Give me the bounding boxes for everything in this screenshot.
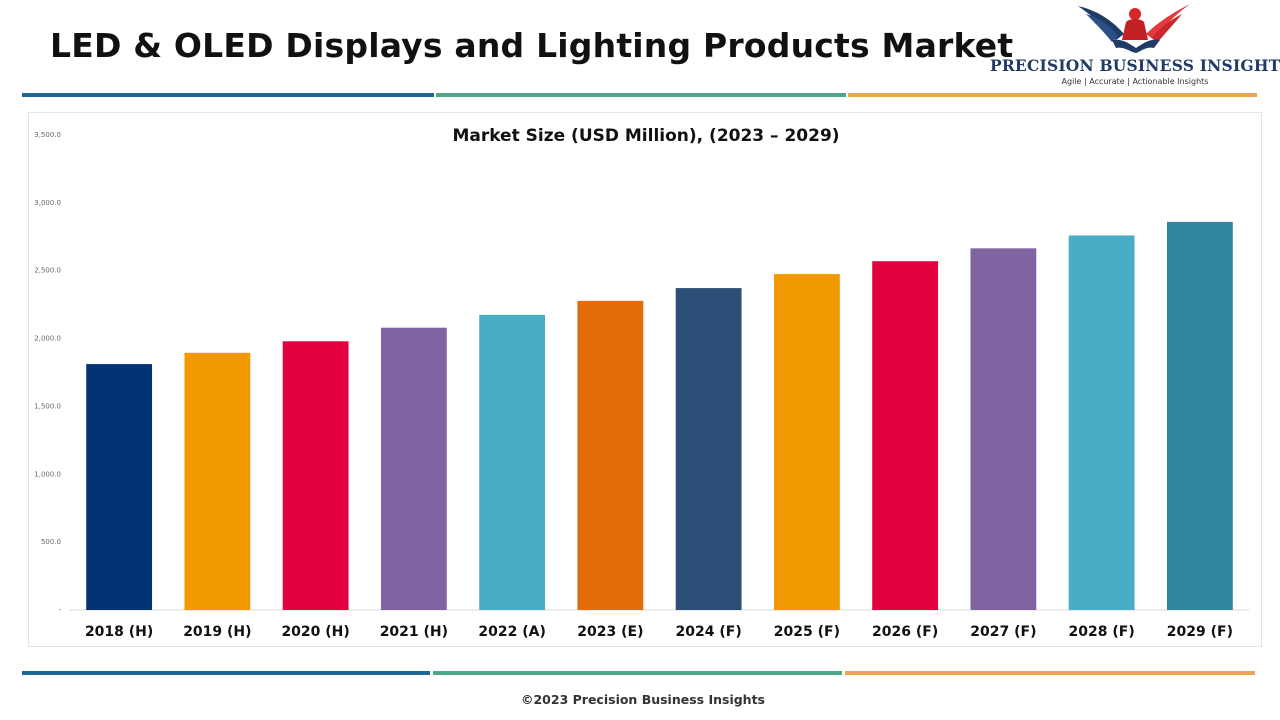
x-tick-label: 2019 (H) xyxy=(183,624,251,640)
y-tick-label: 500.0 xyxy=(41,538,61,546)
y-tick-label: - xyxy=(58,606,61,614)
bar-2023-e xyxy=(577,300,644,610)
y-axis-ticks: - 500.0 1,000.0 1,500.0 2,000.0 2,500.0 3,000.… xyxy=(34,131,61,614)
bar-2020-h xyxy=(282,341,349,610)
x-tick-label: 2023 (E) xyxy=(577,624,643,640)
bottom-stripe-orange xyxy=(845,671,1255,675)
x-tick-label: 2028 (F) xyxy=(1069,624,1135,640)
bar-2019-h xyxy=(184,352,251,610)
x-tick-label: 2029 (F) xyxy=(1167,624,1233,640)
page-title: LED & OLED Displays and Lighting Product… xyxy=(50,26,1014,65)
x-tick-label: 2020 (H) xyxy=(281,624,349,640)
x-tick-label: 2021 (H) xyxy=(380,624,448,640)
bar-2024-f xyxy=(675,288,742,610)
x-tick-label: 2022 (A) xyxy=(478,624,545,640)
footer-copyright: ©2023 Precision Business Insights xyxy=(520,692,765,707)
bar-chart: Market Size (USD Million), (2023 – 2029)… xyxy=(34,126,1249,640)
bar-2022-a xyxy=(479,314,546,610)
x-tick-label: 2025 (F) xyxy=(774,624,840,640)
top-stripe-green xyxy=(436,93,846,97)
y-tick-label: 2,000.0 xyxy=(34,335,61,343)
x-tick-label: 2027 (F) xyxy=(970,624,1036,640)
company-logo: PRECISION BUSINESS INSIGHTS Agile | Accu… xyxy=(990,0,1280,92)
bar-series xyxy=(86,221,1233,611)
top-stripe-orange xyxy=(848,93,1257,97)
bar-2018-h xyxy=(86,364,153,610)
x-tick-label: 2026 (F) xyxy=(872,624,938,640)
chart-container: Market Size (USD Million), (2023 – 2029)… xyxy=(28,112,1262,647)
x-axis-labels: 2018 (H) 2019 (H) 2020 (H) 2021 (H) 2022 (A)… xyxy=(85,624,1233,640)
top-stripe-blue xyxy=(22,93,434,97)
logo-name: PRECISION BUSINESS INSIGHTS xyxy=(990,56,1280,75)
y-tick-label: 3,500.0 xyxy=(34,131,61,139)
bar-2025-f xyxy=(773,274,840,610)
bar-2028-f xyxy=(1068,235,1135,610)
y-tick-label: 3,000.0 xyxy=(34,199,61,207)
bar-2027-f xyxy=(970,248,1037,611)
bottom-stripe-green xyxy=(433,671,842,675)
logo-tagline: Agile | Accurate | Actionable Insights xyxy=(1061,77,1209,86)
chart-title: Market Size (USD Million), (2023 – 2029) xyxy=(452,126,839,146)
y-tick-label: 1,500.0 xyxy=(34,402,61,410)
x-tick-label: 2018 (H) xyxy=(85,624,153,640)
bar-2021-h xyxy=(380,327,447,610)
bottom-stripe-blue xyxy=(22,671,430,675)
bar-2026-f xyxy=(872,261,939,610)
x-tick-label: 2024 (F) xyxy=(676,624,742,640)
bar-2029-f xyxy=(1166,221,1233,610)
y-tick-label: 2,500.0 xyxy=(34,267,61,275)
y-tick-label: 1,000.0 xyxy=(34,470,61,478)
eagle-handshake-icon xyxy=(1078,4,1190,53)
